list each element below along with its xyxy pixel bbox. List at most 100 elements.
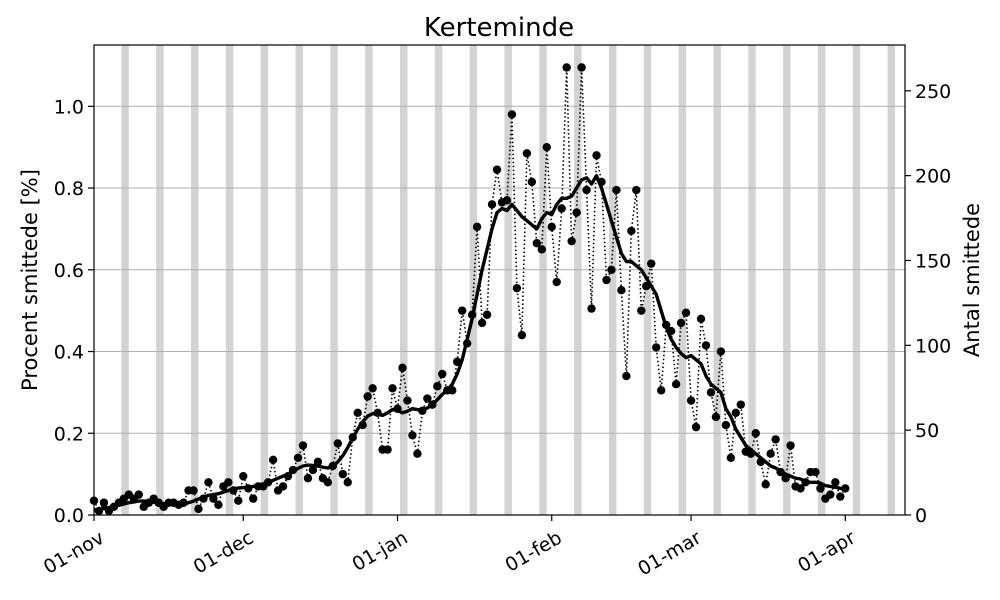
daily-point [388, 384, 397, 393]
weekend-band [504, 45, 512, 515]
daily-point [194, 504, 203, 514]
daily-point [542, 142, 551, 152]
daily-point [408, 431, 417, 440]
chart-title: Kerteminde [424, 13, 574, 43]
weekend-band [887, 45, 896, 515]
weekend-band [156, 45, 164, 515]
weekend-band [852, 45, 861, 515]
y-right-tick-label: 0 [915, 505, 927, 527]
weekend-band [121, 45, 129, 515]
daily-point [607, 265, 616, 274]
series-rolling-average [93, 174, 846, 512]
daily-point [472, 222, 482, 232]
daily-point [224, 478, 233, 487]
y-right-tick-label: 200 [915, 166, 951, 188]
daily-point [622, 371, 631, 381]
y-tick-label: 0.0 [54, 505, 84, 527]
weekend-band [783, 45, 791, 515]
daily-point [816, 484, 825, 493]
weekend-band [434, 45, 443, 515]
weekend-band [399, 45, 408, 515]
x-axis: 01-nov 01-dec 01-jan 01-feb 01-mar 01-apr [40, 515, 859, 581]
daily-point [423, 394, 432, 403]
rolling-average-line [93, 174, 846, 512]
daily-point [214, 500, 223, 509]
daily-point [786, 441, 795, 450]
daily-point [368, 384, 377, 393]
x-tick-label: 01-nov [40, 527, 108, 579]
y-axis-label-left: Procent smittede [%] [18, 169, 42, 391]
daily-point [627, 226, 636, 236]
daily-point [537, 245, 546, 254]
y-tick-label: 0.2 [54, 423, 84, 445]
daily-point [766, 449, 775, 458]
daily-point [681, 308, 691, 317]
daily-point [567, 236, 576, 246]
daily-point [602, 275, 611, 285]
daily-point [413, 449, 422, 458]
daily-point [487, 200, 497, 209]
y-right-tick-label: 100 [915, 335, 951, 357]
daily-point [234, 496, 243, 505]
daily-point [507, 110, 517, 119]
daily-point [736, 400, 746, 409]
daily-point [204, 478, 213, 487]
y-right-tick-label: 250 [915, 81, 951, 103]
daily-point [632, 185, 641, 195]
daily-point [652, 343, 661, 352]
daily-point [308, 465, 318, 475]
y-right-tick-label: 150 [915, 250, 951, 272]
daily-point [303, 474, 313, 483]
daily-point [512, 283, 522, 293]
y-tick-label: 1.0 [54, 96, 84, 118]
y-right-tick-label: 50 [915, 420, 939, 442]
y-axis-right: 0 50 100 150 200 250 [905, 81, 951, 527]
daily-point [557, 204, 566, 213]
daily-point [592, 151, 601, 160]
daily-point [582, 185, 591, 195]
daily-point [552, 277, 561, 287]
daily-point [363, 392, 372, 401]
daily-point [796, 484, 805, 493]
daily-point [298, 441, 308, 450]
x-tick-label: 01-jan [349, 527, 412, 576]
y-tick-label: 0.6 [54, 260, 84, 282]
daily-point [134, 490, 143, 499]
daily-point [721, 420, 731, 430]
daily-point [338, 469, 347, 479]
daily-point [706, 388, 716, 397]
daily-point [577, 63, 586, 72]
daily-point [771, 435, 780, 444]
weekend-band [295, 45, 303, 515]
weekend-band [539, 45, 547, 515]
weekend-band [817, 45, 826, 515]
daily-point [383, 445, 392, 454]
daily-point [268, 455, 278, 465]
daily-point [836, 492, 845, 501]
daily-point [517, 330, 527, 340]
daily-point [502, 196, 512, 205]
daily-point [617, 286, 626, 295]
daily-point [532, 239, 542, 248]
weekend-band [225, 45, 234, 515]
weekend-band [574, 45, 582, 515]
daily-point [353, 408, 362, 418]
weekend-band [748, 45, 756, 515]
daily-point [99, 498, 109, 507]
daily-point [726, 453, 736, 462]
y-axis-label-right: Antal smittede [960, 203, 984, 357]
daily-point [323, 478, 333, 487]
daily-point [691, 422, 701, 432]
weekend-band [678, 45, 687, 515]
daily-point [696, 314, 706, 324]
y-tick-label: 0.8 [54, 178, 84, 200]
x-tick-label: 01-mar [634, 527, 705, 581]
x-tick-label: 01-apr [794, 527, 859, 577]
daily-point [293, 453, 303, 462]
daily-point [249, 494, 258, 503]
daily-point [716, 347, 726, 356]
daily-point [686, 396, 696, 405]
x-tick-label: 01-feb [501, 527, 565, 577]
weekend-band [260, 45, 269, 515]
daily-point [492, 165, 502, 174]
